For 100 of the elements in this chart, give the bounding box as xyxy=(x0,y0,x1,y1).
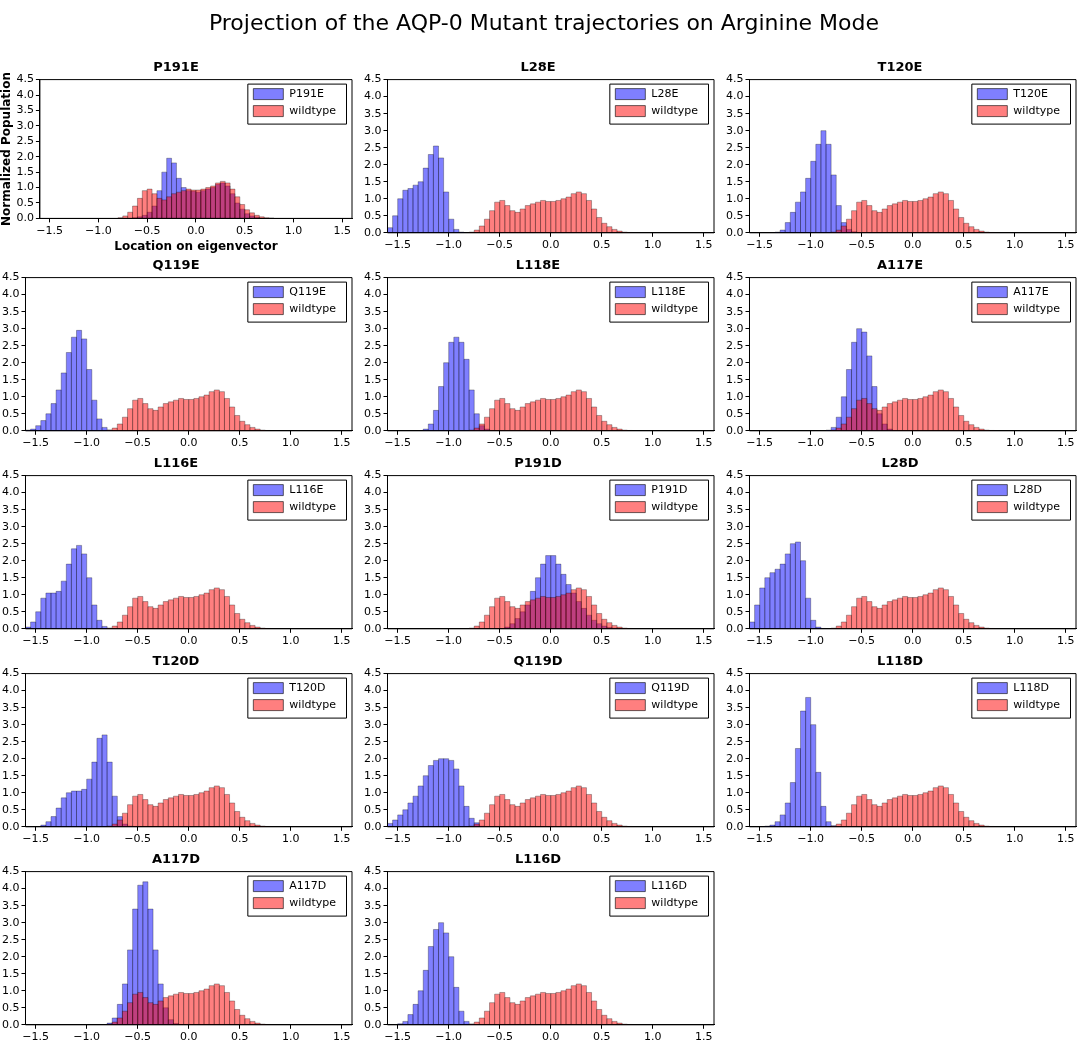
y-tick-label: 4.0 xyxy=(1,881,20,895)
y-tick-label: 2.5 xyxy=(363,932,382,946)
x-tick-label: 1.5 xyxy=(333,634,351,648)
x-tick-label: 0.0 xyxy=(542,1030,560,1044)
x-tick-label: −1.5 xyxy=(22,436,50,450)
chart-title: Q119E xyxy=(152,257,200,273)
y-tick-label: 0.5 xyxy=(1,604,20,618)
x-tick-label: 0.0 xyxy=(180,832,198,846)
x-tick-label: 1.5 xyxy=(333,223,351,237)
y-tick-label: 2.5 xyxy=(16,134,34,148)
legend-label: L28D xyxy=(1013,483,1042,497)
y-tick-label: 0.5 xyxy=(725,406,744,420)
x-tick-label: −1.5 xyxy=(384,832,412,846)
x-tick-label: 1.0 xyxy=(1006,436,1024,450)
y-tick-label: 1.0 xyxy=(1,785,20,799)
legend-label: L116D xyxy=(651,879,687,893)
y-tick-label: 2.0 xyxy=(363,157,382,171)
x-tick-label: −0.5 xyxy=(486,634,514,648)
x-tick-label: −0.5 xyxy=(848,238,876,252)
chart-title: P191E xyxy=(153,59,199,75)
y-tick-label: 4.5 xyxy=(1,666,20,680)
x-tick-label: 1.0 xyxy=(644,1030,662,1044)
y-axis-title: Normalized Population xyxy=(0,72,14,226)
x-tick-label: 0.5 xyxy=(955,634,973,648)
y-tick-label: 2.0 xyxy=(725,355,744,369)
y-tick-label: 0.5 xyxy=(16,195,34,209)
legend-label: wildtype xyxy=(289,896,337,910)
y-tick-label: 3.0 xyxy=(725,717,744,731)
y-tick-label: 4.0 xyxy=(725,683,744,697)
y-tick-label: 2.5 xyxy=(725,734,744,748)
chart-title: L116D xyxy=(514,851,562,867)
y-tick-label: 3.0 xyxy=(363,123,382,137)
y-tick-label: 2.5 xyxy=(363,734,382,748)
x-tick-label: 1.5 xyxy=(695,634,713,648)
y-tick-label: 0.5 xyxy=(725,604,744,618)
legend-label: L116E xyxy=(289,483,324,497)
y-tick-label: 2.5 xyxy=(363,536,382,550)
y-tick-label: 2.0 xyxy=(16,149,34,163)
y-tick-label: 1.5 xyxy=(363,174,382,188)
x-tick-label: −0.5 xyxy=(124,832,152,846)
y-tick-label: 0.0 xyxy=(725,819,744,833)
y-tick-label: 0.5 xyxy=(363,208,382,222)
y-tick-label: 4.0 xyxy=(1,683,20,697)
x-tick-label: 1.0 xyxy=(644,634,662,648)
y-tick-label: 4.5 xyxy=(363,270,382,284)
y-tick-label: 4.0 xyxy=(725,287,744,301)
y-tick-label: 1.5 xyxy=(363,966,382,980)
y-tick-label: 1.5 xyxy=(16,164,34,178)
legend-label: T120E xyxy=(1012,87,1049,101)
y-tick-label: 4.5 xyxy=(725,468,744,482)
legend-label: wildtype xyxy=(651,302,699,316)
x-tick-label: 0.5 xyxy=(955,436,973,450)
y-tick-label: 4.0 xyxy=(725,89,744,103)
x-tick-label: −1.5 xyxy=(746,436,774,450)
y-tick-label: 3.5 xyxy=(725,700,744,714)
x-tick-label: −1.5 xyxy=(384,436,412,450)
legend-label: wildtype xyxy=(1013,302,1061,316)
y-tick-label: 0.5 xyxy=(363,604,382,618)
y-tick-label: 4.5 xyxy=(16,72,34,86)
x-tick-label: 1.5 xyxy=(1057,634,1075,648)
x-tick-label: −1.0 xyxy=(435,436,463,450)
y-tick-label: 3.5 xyxy=(1,502,20,516)
x-tick-label: −1.5 xyxy=(22,832,50,846)
y-tick-label: 3.5 xyxy=(363,106,382,120)
y-tick-label: 0.5 xyxy=(363,1000,382,1014)
y-tick-label: 1.0 xyxy=(16,180,34,194)
chart-title: A117D xyxy=(152,851,201,867)
y-tick-label: 2.0 xyxy=(363,949,382,963)
x-tick-label: −1.0 xyxy=(435,832,463,846)
y-tick-label: 4.0 xyxy=(363,683,382,697)
x-tick-label: −1.5 xyxy=(746,634,774,648)
x-tick-label: −1.0 xyxy=(435,238,463,252)
y-tick-label: 3.0 xyxy=(16,118,34,132)
y-tick-label: 0.0 xyxy=(1,1017,20,1031)
x-tick-label: 1.0 xyxy=(1006,634,1024,648)
y-tick-label: 4.0 xyxy=(1,287,20,301)
legend-label: P191E xyxy=(289,87,324,101)
y-tick-label: 4.5 xyxy=(363,864,382,878)
x-tick-label: −1.5 xyxy=(22,1030,50,1044)
x-tick-label: 0.5 xyxy=(593,832,611,846)
y-tick-label: 1.0 xyxy=(363,785,382,799)
y-tick-label: 0.0 xyxy=(363,819,382,833)
x-tick-label: 0.0 xyxy=(187,223,205,237)
y-tick-label: 2.5 xyxy=(1,734,20,748)
y-tick-label: 1.0 xyxy=(1,587,20,601)
x-tick-label: 1.0 xyxy=(644,832,662,846)
y-tick-label: 4.5 xyxy=(1,468,20,482)
legend-label: A117D xyxy=(289,879,327,893)
y-tick-label: 2.5 xyxy=(725,536,744,550)
y-tick-label: 0.0 xyxy=(1,621,20,635)
x-tick-label: 0.0 xyxy=(904,238,922,252)
y-tick-label: 4.5 xyxy=(363,666,382,680)
y-tick-label: 1.5 xyxy=(725,570,744,584)
x-tick-label: 0.5 xyxy=(235,223,254,237)
y-tick-label: 0.0 xyxy=(1,423,20,437)
x-tick-label: 1.0 xyxy=(282,832,300,846)
x-tick-label: −1.5 xyxy=(384,238,412,252)
y-tick-label: 1.0 xyxy=(725,785,744,799)
y-tick-label: 3.0 xyxy=(1,915,20,929)
y-tick-label: 4.5 xyxy=(725,666,744,680)
